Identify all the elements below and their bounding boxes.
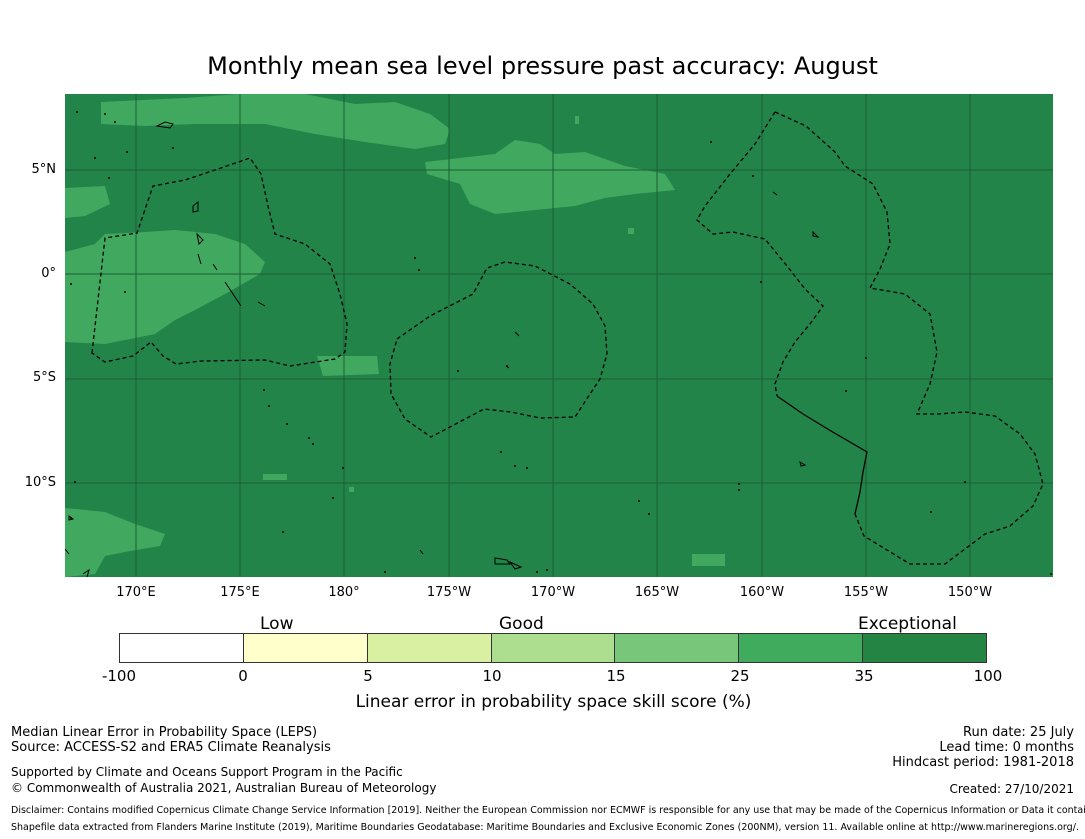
lat-label: 5°N (31, 162, 57, 177)
colorbar-tick: 10 (482, 667, 502, 685)
colorbar-segment (739, 634, 864, 662)
run-date: Run date: 25 July (963, 725, 1074, 740)
small-islands (70, 111, 1052, 575)
coastlines (65, 121, 820, 577)
colorbar-tick: 15 (606, 667, 626, 685)
lon-label: 150°W (947, 585, 993, 600)
lon-label: 175°W (426, 585, 472, 600)
source-text: Source: ACCESS-S2 and ERA5 Climate Reana… (11, 740, 331, 755)
colorbar-tick: 35 (854, 667, 874, 685)
skill-patches-25-35 (65, 94, 725, 577)
colorbar-segment (120, 634, 244, 662)
lon-label: 170°E (116, 585, 156, 600)
eez-boundaries (91, 111, 1044, 565)
colorbar-segment (367, 634, 492, 662)
lon-label: 165°W (634, 585, 680, 600)
colorbar-tick: 100 (973, 667, 1003, 685)
supported-text: Supported by Climate and Oceans Support … (11, 765, 403, 779)
category-exceptional-label: Exceptional (858, 614, 957, 634)
colorbar-segment (863, 634, 987, 662)
lon-label: 155°W (843, 585, 889, 600)
category-good-label: Good (499, 614, 544, 634)
colorbar-segment (615, 634, 740, 662)
hindcast-period: Hindcast period: 1981-2018 (892, 755, 1074, 770)
lon-label: 160°W (739, 585, 785, 600)
colorbar-tick: 25 (730, 667, 750, 685)
shapefile-text: Shapefile data extracted from Flanders M… (11, 822, 1079, 833)
category-low-label: Low (260, 614, 294, 634)
colorbar-tick: 0 (238, 667, 248, 685)
lat-label: 10°S (24, 475, 56, 490)
graticule (65, 94, 1053, 577)
lon-label: 175°E (220, 585, 260, 600)
map-title: Monthly mean sea level pressure past acc… (207, 52, 878, 80)
colorbar-tick: -100 (101, 667, 137, 685)
lat-label: 0° (41, 266, 56, 281)
copyright-text: © Commonwealth of Australia 2021, Austra… (11, 781, 437, 795)
solid-boundary (776, 395, 868, 515)
colorbar-segment (243, 634, 368, 662)
lead-time: Lead time: 0 months (939, 740, 1074, 755)
colorbar-label: Linear error in probability space skill … (355, 692, 752, 712)
colorbar-tick: 5 (363, 667, 373, 685)
skill-map (65, 94, 1053, 577)
disclaimer-text: Disclaimer: Contains modified Copernicus… (11, 805, 1085, 816)
colorbar-segment (491, 634, 616, 662)
method-text: Median Linear Error in Probability Space… (11, 725, 318, 740)
lat-label: 5°S (32, 370, 56, 385)
created-date: Created: 27/10/2021 (949, 782, 1074, 796)
lon-label: 170°W (530, 585, 576, 600)
lon-label: 180° (328, 585, 360, 600)
colorbar (119, 633, 987, 663)
